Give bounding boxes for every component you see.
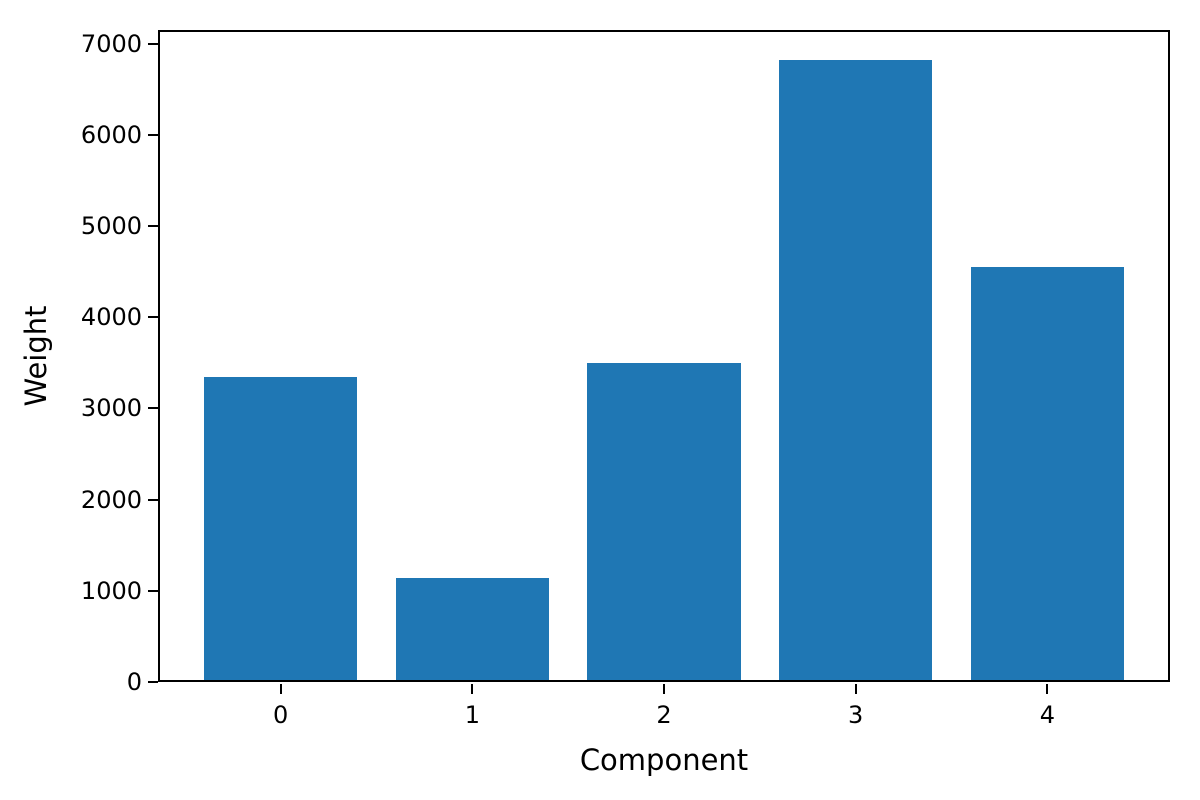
y-tick-mark [148, 681, 158, 683]
bar-component-2 [587, 362, 741, 682]
x-tick-mark [854, 684, 857, 694]
y-tick-mark [148, 133, 158, 136]
y-tick-mark [148, 42, 158, 45]
x-tick-mark [471, 684, 474, 694]
bar-component-0 [204, 377, 358, 682]
x-tick-mark [1046, 684, 1049, 694]
plot-area [158, 30, 1170, 682]
x-axis-label: Component [579, 743, 749, 777]
x-tick-label: 0 [273, 701, 289, 729]
x-tick-label: 3 [848, 701, 864, 729]
y-tick-mark [148, 225, 158, 228]
x-tick-mark [663, 684, 665, 694]
y-tick-label: 1000 [80, 576, 142, 605]
y-tick-mark [148, 589, 158, 592]
bar-component-1 [395, 578, 549, 682]
y-tick-mark [148, 316, 158, 319]
bar-component-4 [970, 267, 1124, 682]
y-tick-label: 7000 [80, 29, 142, 58]
y-tick-label: 3000 [80, 394, 142, 423]
y-tick-label: 4000 [80, 303, 142, 332]
x-tick-label: 1 [464, 701, 480, 729]
y-tick-label: 2000 [80, 485, 142, 514]
y-tick-mark [148, 498, 158, 501]
y-tick-label: 0 [126, 668, 142, 696]
y-tick-label: 6000 [80, 120, 142, 149]
y-tick-label: 5000 [80, 212, 142, 241]
y-axis-label: Weight [19, 305, 53, 407]
x-tick-label: 4 [1039, 701, 1055, 729]
x-tick-label: 2 [656, 701, 672, 729]
y-tick-mark [148, 407, 158, 410]
bar-component-3 [779, 60, 933, 682]
x-tick-mark [279, 684, 282, 694]
